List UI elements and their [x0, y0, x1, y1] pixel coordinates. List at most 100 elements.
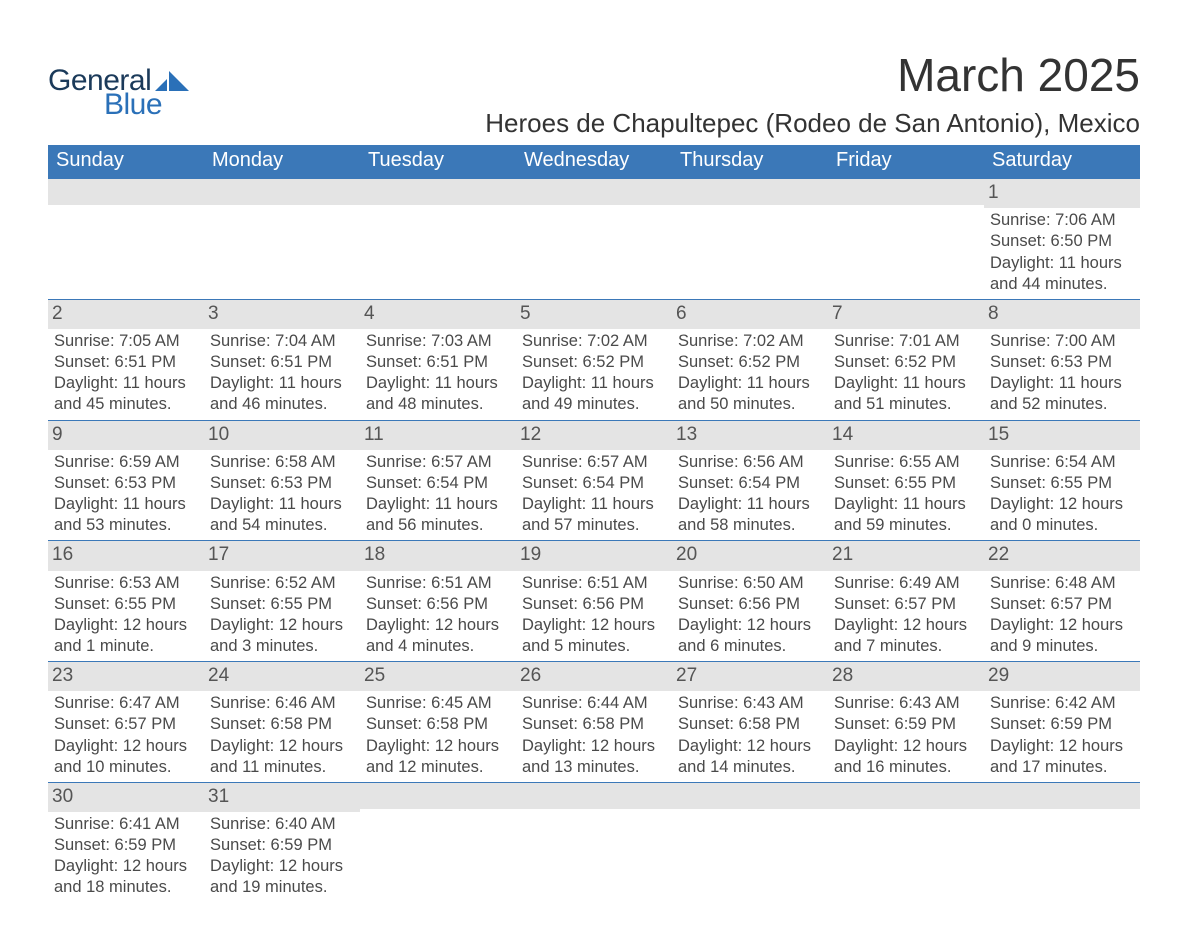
day-sunrise: Sunrise: 6:48 AM	[990, 573, 1134, 594]
day-daylight1: Daylight: 11 hours	[210, 494, 354, 515]
calendar-day-cell: 3Sunrise: 7:04 AMSunset: 6:51 PMDaylight…	[204, 299, 360, 420]
day-sunrise: Sunrise: 6:52 AM	[210, 573, 354, 594]
day-daylight2: and 59 minutes.	[834, 515, 978, 536]
day-daylight2: and 16 minutes.	[834, 757, 978, 778]
day-number: 15	[984, 421, 1140, 450]
day-daylight1: Daylight: 11 hours	[366, 494, 510, 515]
day-daylight2: and 18 minutes.	[54, 877, 198, 898]
day-daylight1: Daylight: 12 hours	[210, 736, 354, 757]
day-number: 27	[672, 662, 828, 691]
day-daylight2: and 51 minutes.	[834, 394, 978, 415]
calendar-day-cell	[672, 782, 828, 902]
calendar-week-row: 2Sunrise: 7:05 AM Sunset: 6:51 PM Daylight…	[48, 299, 1140, 420]
day-daylight1: Daylight: 12 hours	[210, 856, 354, 877]
brand-logo: General Blue	[48, 64, 189, 122]
day-sunset: Sunset: 6:58 PM	[522, 714, 666, 735]
day-number: 29	[984, 662, 1140, 691]
day-daylight1: Daylight: 11 hours	[678, 494, 822, 515]
day-daylight1: Daylight: 11 hours	[990, 253, 1134, 274]
day-daylight1: Daylight: 12 hours	[366, 736, 510, 757]
day-number: 22	[984, 541, 1140, 570]
weekday-header: Monday	[204, 145, 360, 179]
day-daylight1: Daylight: 12 hours	[366, 615, 510, 636]
calendar-day-cell: 15Sunrise: 6:54 AMSunset: 6:55 PMDayligh…	[984, 420, 1140, 541]
weekday-header: Sunday	[48, 145, 204, 179]
calendar-day-cell	[204, 179, 360, 300]
calendar-day-cell: 27Sunrise: 6:43 AMSunset: 6:58 PMDayligh…	[672, 662, 828, 783]
day-daylight2: and 52 minutes.	[990, 394, 1134, 415]
day-daylight1: Daylight: 12 hours	[834, 736, 978, 757]
day-daylight2: and 45 minutes.	[54, 394, 198, 415]
day-sunrise: Sunrise: 7:03 AM	[366, 331, 510, 352]
calendar-day-cell: 1Sunrise: 7:06 AMSunset: 6:50 PMDaylight…	[984, 179, 1140, 300]
calendar-week-row: 30Sunrise: 6:41 AMSunset: 6:59 PMDayligh…	[48, 782, 1140, 902]
calendar-day-cell: 23Sunrise: 6:47 AMSunset: 6:57 PMDayligh…	[48, 662, 204, 783]
day-sunset: Sunset: 6:52 PM	[522, 352, 666, 373]
weekday-header: Saturday	[984, 145, 1140, 179]
day-number: 20	[672, 541, 828, 570]
day-sunset: Sunset: 6:58 PM	[210, 714, 354, 735]
day-daylight1: Daylight: 12 hours	[990, 494, 1134, 515]
day-daylight1: Daylight: 12 hours	[54, 615, 198, 636]
day-sunset: Sunset: 6:51 PM	[366, 352, 510, 373]
day-number: 8	[984, 300, 1140, 329]
calendar-day-cell	[828, 782, 984, 902]
day-sunrise: Sunrise: 6:51 AM	[366, 573, 510, 594]
calendar-week-row: 23Sunrise: 6:47 AMSunset: 6:57 PMDayligh…	[48, 662, 1140, 783]
day-number	[516, 783, 672, 809]
day-sunset: Sunset: 6:52 PM	[678, 352, 822, 373]
day-daylight1: Daylight: 12 hours	[522, 736, 666, 757]
day-daylight2: and 17 minutes.	[990, 757, 1134, 778]
calendar-day-cell: 11Sunrise: 6:57 AMSunset: 6:54 PMDayligh…	[360, 420, 516, 541]
day-number: 10	[204, 421, 360, 450]
calendar-day-cell: 20Sunrise: 6:50 AMSunset: 6:56 PMDayligh…	[672, 541, 828, 662]
calendar-day-cell: 4Sunrise: 7:03 AMSunset: 6:51 PMDaylight…	[360, 299, 516, 420]
calendar-day-cell: 12Sunrise: 6:57 AMSunset: 6:54 PMDayligh…	[516, 420, 672, 541]
day-daylight2: and 11 minutes.	[210, 757, 354, 778]
calendar-day-cell: 26Sunrise: 6:44 AMSunset: 6:58 PMDayligh…	[516, 662, 672, 783]
day-daylight2: and 56 minutes.	[366, 515, 510, 536]
day-daylight2: and 5 minutes.	[522, 636, 666, 657]
day-daylight1: Daylight: 11 hours	[834, 373, 978, 394]
day-sunrise: Sunrise: 7:06 AM	[990, 210, 1134, 231]
day-number: 1	[984, 179, 1140, 208]
calendar-day-cell: 5Sunrise: 7:02 AMSunset: 6:52 PMDaylight…	[516, 299, 672, 420]
day-daylight2: and 1 minute.	[54, 636, 198, 657]
calendar-day-cell: 22Sunrise: 6:48 AMSunset: 6:57 PMDayligh…	[984, 541, 1140, 662]
day-number: 3	[204, 300, 360, 329]
weekday-header: Thursday	[672, 145, 828, 179]
day-number: 14	[828, 421, 984, 450]
day-sunset: Sunset: 6:54 PM	[678, 473, 822, 494]
day-daylight1: Daylight: 11 hours	[834, 494, 978, 515]
day-sunrise: Sunrise: 6:46 AM	[210, 693, 354, 714]
day-daylight2: and 57 minutes.	[522, 515, 666, 536]
day-sunset: Sunset: 6:55 PM	[834, 473, 978, 494]
calendar-day-cell: 2Sunrise: 7:05 AMSunset: 6:51 PMDaylight…	[48, 299, 204, 420]
day-daylight1: Daylight: 12 hours	[678, 615, 822, 636]
day-sunset: Sunset: 6:57 PM	[990, 594, 1134, 615]
day-daylight1: Daylight: 11 hours	[54, 373, 198, 394]
day-number: 17	[204, 541, 360, 570]
calendar-week-row: 1Sunrise: 7:06 AMSunset: 6:50 PMDaylight…	[48, 179, 1140, 300]
day-daylight1: Daylight: 12 hours	[210, 615, 354, 636]
day-number: 7	[828, 300, 984, 329]
day-number: 11	[360, 421, 516, 450]
day-sunrise: Sunrise: 7:05 AM	[54, 331, 198, 352]
day-daylight2: and 50 minutes.	[678, 394, 822, 415]
day-sunrise: Sunrise: 6:43 AM	[678, 693, 822, 714]
day-sunset: Sunset: 6:59 PM	[210, 835, 354, 856]
day-number: 2	[48, 300, 204, 329]
day-daylight2: and 10 minutes.	[54, 757, 198, 778]
day-sunrise: Sunrise: 6:47 AM	[54, 693, 198, 714]
day-number	[672, 783, 828, 809]
day-number	[360, 179, 516, 205]
calendar-day-cell: 14Sunrise: 6:55 AMSunset: 6:55 PMDayligh…	[828, 420, 984, 541]
day-number: 16	[48, 541, 204, 570]
calendar-table: Sunday Monday Tuesday Wednesday Thursday…	[48, 145, 1140, 903]
calendar-day-cell: 17Sunrise: 6:52 AMSunset: 6:55 PMDayligh…	[204, 541, 360, 662]
day-sunrise: Sunrise: 6:56 AM	[678, 452, 822, 473]
day-daylight2: and 12 minutes.	[366, 757, 510, 778]
day-sunset: Sunset: 6:50 PM	[990, 231, 1134, 252]
day-daylight1: Daylight: 12 hours	[990, 736, 1134, 757]
day-sunset: Sunset: 6:56 PM	[366, 594, 510, 615]
